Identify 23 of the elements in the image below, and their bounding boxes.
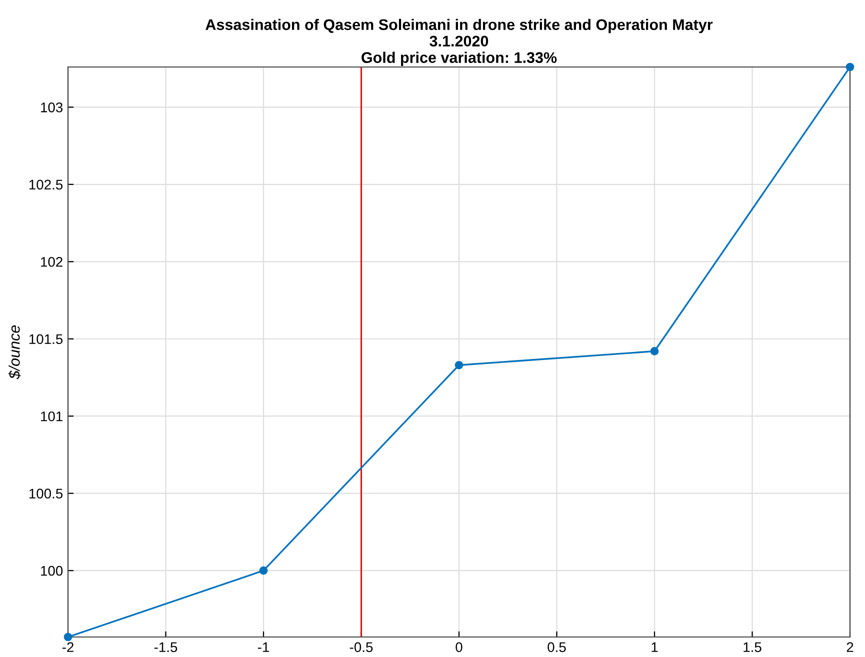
y-axis-title: $/ounce	[8, 325, 21, 380]
point	[259, 566, 268, 575]
y-tick-label: 102	[41, 256, 62, 267]
y-tick-label: 103	[41, 102, 63, 112]
point	[64, 632, 72, 642]
x-tick-label: -1	[258, 642, 269, 652]
y-tick-label: 100	[41, 566, 63, 576]
y-tick-label: 100.5	[29, 488, 63, 499]
y-tick-label: 102.5	[29, 180, 63, 190]
y-tick-label: 101	[41, 411, 62, 422]
x-tick-label: 0	[456, 642, 462, 652]
x-tick-label: 2	[846, 642, 854, 652]
x-tick-label: 1	[652, 642, 658, 652]
x-tick-label: 1.5	[744, 642, 762, 652]
y-tick-label: 101.5	[29, 334, 63, 344]
x-tick-label: -2	[62, 642, 74, 652]
x-tick-label: 0.5	[548, 642, 566, 652]
chart-title: Assasination of Qasem Soleimani in drone strike and Operation Matyr 3.1.2020 Gold price variation: 1.33%	[206, 18, 713, 66]
point	[650, 347, 659, 356]
x-tick-label: -1.5	[154, 642, 178, 652]
point	[454, 360, 464, 370]
point	[846, 62, 854, 72]
x-tick-label: -0.5	[350, 642, 373, 652]
